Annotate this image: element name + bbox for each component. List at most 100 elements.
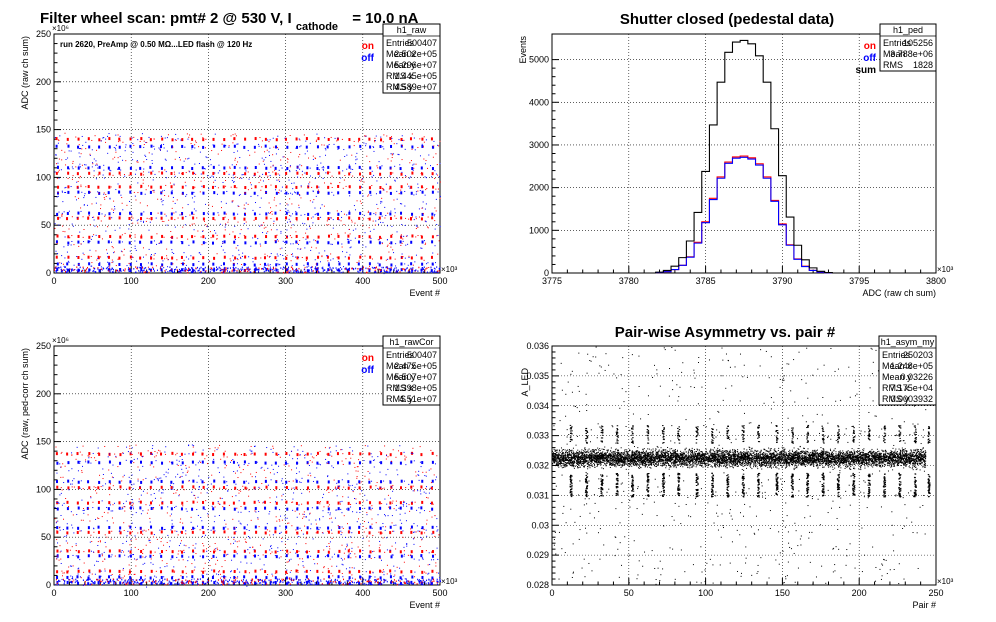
data-point-transition — [291, 581, 293, 583]
data-point-baseline — [241, 269, 243, 272]
data-point-transition — [309, 570, 311, 572]
data-point-transition — [377, 208, 379, 210]
data-point-baseline — [109, 271, 111, 273]
data-point-transition — [191, 148, 193, 150]
data-point-off — [383, 273, 385, 275]
data-point-transition — [305, 260, 307, 262]
data-point-transition — [391, 137, 393, 139]
data-point-on — [55, 255, 58, 259]
data-point-transition — [372, 551, 374, 553]
data-point-transition — [208, 188, 210, 190]
data-point-off — [232, 460, 235, 464]
data-point-transition — [392, 172, 394, 174]
data-point-on — [300, 186, 302, 188]
data-point-baseline — [172, 271, 174, 273]
data-point-transition — [60, 550, 62, 552]
data-point-transition — [305, 454, 307, 456]
data-point-off — [399, 461, 402, 465]
data-point-transition — [228, 145, 230, 147]
data-point-transition — [356, 521, 358, 523]
data-point-transition — [243, 207, 245, 209]
data-point-off — [255, 480, 258, 484]
data-point-off — [243, 268, 246, 272]
data-point-transition — [104, 198, 106, 200]
data-point-transition — [275, 555, 277, 557]
data-point-transition — [165, 159, 167, 161]
data-point-transition — [425, 139, 427, 141]
data-point-baseline — [437, 270, 439, 273]
data-point-transition — [214, 172, 216, 174]
data-point-transition — [322, 497, 324, 499]
data-point-on — [58, 139, 60, 141]
data-point-transition — [160, 541, 162, 543]
data-point-transition — [76, 514, 78, 516]
data-point-baseline — [224, 270, 226, 272]
data-point-off — [204, 168, 206, 170]
data-point-off — [139, 576, 142, 580]
data-point-off — [357, 262, 360, 266]
data-point-on — [114, 453, 116, 455]
data-point-baseline — [365, 583, 367, 586]
data-point-transition — [250, 195, 252, 197]
data-point-transition — [90, 496, 92, 498]
data-point-on — [263, 256, 266, 260]
data-point-transition — [235, 551, 237, 553]
data-point-baseline — [292, 579, 294, 582]
data-point-transition — [298, 207, 300, 209]
data-point-transition — [160, 199, 162, 201]
data-point-on — [100, 486, 102, 488]
data-point-transition — [339, 580, 341, 582]
data-point-baseline — [189, 269, 191, 271]
data-point-off — [431, 262, 434, 266]
data-point-transition — [142, 510, 144, 512]
data-point-on — [348, 185, 351, 189]
data-point-transition — [431, 486, 433, 488]
data-point-transition — [142, 247, 144, 249]
data-point-transition — [383, 134, 385, 136]
data-point-transition — [330, 253, 332, 255]
data-point-transition — [273, 220, 275, 222]
data-point-transition — [204, 237, 206, 239]
data-point-off — [317, 576, 320, 580]
data-point-transition — [397, 153, 399, 155]
data-point-transition — [423, 136, 425, 138]
data-point-transition — [105, 141, 107, 143]
data-point-transition — [85, 141, 87, 143]
data-point-off — [318, 529, 320, 531]
data-point-transition — [378, 239, 380, 241]
data-point-transition — [144, 154, 146, 156]
data-point-on — [67, 185, 70, 189]
data-point-transition — [332, 258, 334, 260]
data-point-off — [360, 168, 362, 170]
data-point-on — [319, 503, 321, 505]
data-point-transition — [276, 253, 278, 255]
data-point-off — [285, 582, 288, 586]
data-point-transition — [104, 214, 106, 216]
data-point-baseline — [54, 267, 56, 269]
data-point-transition — [314, 207, 316, 209]
data-point-transition — [56, 242, 58, 244]
data-point-baseline — [229, 270, 231, 273]
data-point-transition — [149, 464, 151, 466]
data-point-baseline — [390, 268, 392, 271]
data-point-on — [285, 570, 288, 574]
data-point-on — [140, 235, 143, 239]
data-point-transition — [326, 546, 328, 548]
data-point-transition — [312, 158, 314, 160]
data-point-baseline — [99, 583, 101, 586]
data-point-transition — [134, 573, 136, 575]
panel-title: Shutter closed (pedestal data) — [620, 11, 834, 28]
data-point-on — [347, 501, 350, 505]
data-point-baseline — [188, 582, 190, 584]
data-point-transition — [333, 143, 335, 145]
data-point-transition — [80, 530, 82, 532]
data-point-transition — [187, 470, 189, 472]
data-point-baseline — [199, 267, 201, 270]
data-point-transition — [194, 527, 196, 529]
data-point-on — [259, 569, 261, 571]
data-point-transition — [130, 579, 132, 581]
data-point-transition — [353, 205, 355, 207]
data-point-transition — [348, 210, 350, 212]
data-point-transition — [324, 250, 326, 252]
data-point-transition — [312, 222, 314, 224]
